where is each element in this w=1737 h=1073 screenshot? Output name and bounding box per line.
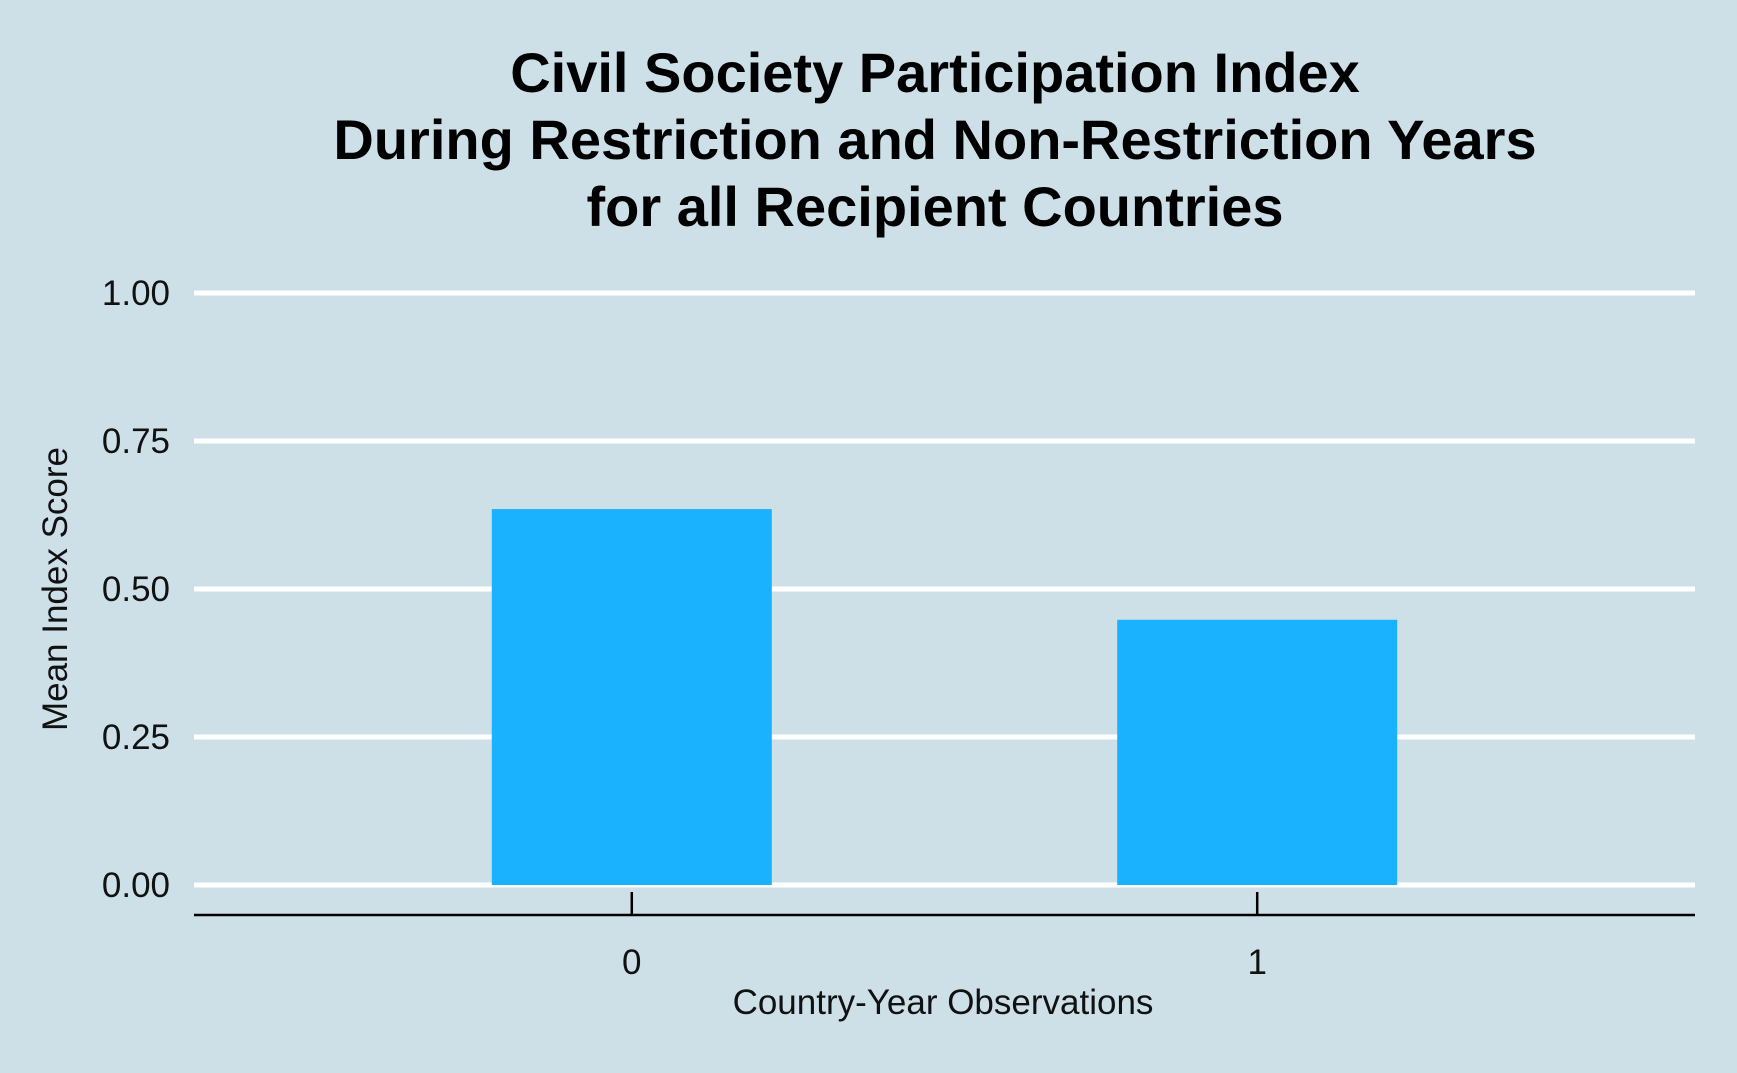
y-tick-label: 0.00 <box>102 866 170 905</box>
gridlines <box>194 290 1695 888</box>
chart-title: Civil Society Participation Index During… <box>333 41 1536 238</box>
y-tick-labels: 0.00 0.25 0.50 0.75 1.00 <box>102 274 170 905</box>
bar-0 <box>491 509 772 885</box>
x-tick-label: 1 <box>1247 943 1266 982</box>
title-line-1: Civil Society Participation Index <box>510 41 1360 104</box>
y-tick-label: 0.25 <box>102 718 170 757</box>
x-axis <box>194 892 1695 917</box>
y-tick-label: 1.00 <box>102 274 170 313</box>
y-tick-label: 0.75 <box>102 422 170 461</box>
bar-1 <box>1117 619 1398 885</box>
y-tick-label: 0.50 <box>102 570 170 609</box>
title-line-3: for all Recipient Countries <box>587 175 1284 238</box>
x-axis-label: Country-Year Observations <box>733 983 1154 1022</box>
title-line-2: During Restriction and Non-Restriction Y… <box>333 108 1536 171</box>
y-axis-label: Mean Index Score <box>36 447 75 731</box>
x-tick-label: 0 <box>622 943 641 982</box>
bars <box>491 509 1398 885</box>
